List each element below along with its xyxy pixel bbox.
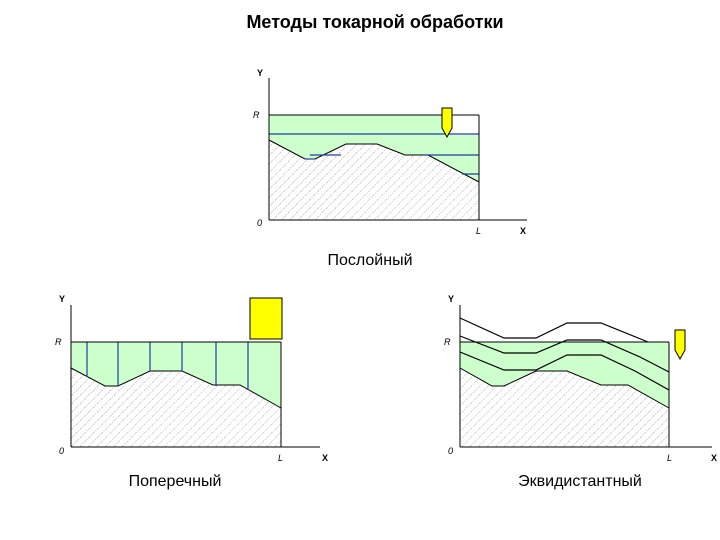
x-axis-label: X [322,453,328,463]
workpiece-profile [269,140,479,220]
transverse-method-diagram: Y R 0 L X [55,294,328,463]
allowance-zone [269,115,479,182]
layer-method-caption: Послойный [327,252,413,269]
origin-label: 0 [448,446,453,456]
l-label: L [667,453,672,463]
origin-label: 0 [257,218,262,228]
r-label: R [444,337,451,347]
part-contour [459,367,670,409]
equidistant-pass [459,335,670,373]
allowance-zone [460,342,669,408]
x-axis-label: X [711,453,717,463]
cutting-tool-icon [674,329,686,361]
y-axis-label: Y [257,68,263,78]
part-contour [70,367,282,409]
x-axis-label: X [520,226,526,236]
r-label: R [55,337,62,347]
page-title: Методы токарной обработки [246,12,504,32]
workpiece-profile [71,368,281,447]
equidistant-method-caption: Эквидистантный [518,473,642,490]
y-axis-label: Y [448,294,454,304]
pass-lines [269,133,479,175]
equidistant-pass [459,317,649,343]
l-label: L [476,226,481,236]
layer-method-diagram: Y R 0 L X [253,68,527,236]
plunge-lines [86,342,249,390]
workpiece-profile [460,368,669,447]
allowance-zone [71,342,281,408]
cutting-tool-icon [441,107,453,139]
origin-label: 0 [59,446,64,456]
y-axis-label: Y [59,294,65,304]
transverse-method-caption: Поперечный [128,473,222,490]
equidistant-pass [459,351,670,391]
equidistant-method-diagram: Y R 0 L X [444,294,717,463]
l-label: L [278,453,283,463]
remaining-stock [445,115,479,135]
r-label: R [253,110,260,120]
rectangular-tool-icon [249,297,283,340]
